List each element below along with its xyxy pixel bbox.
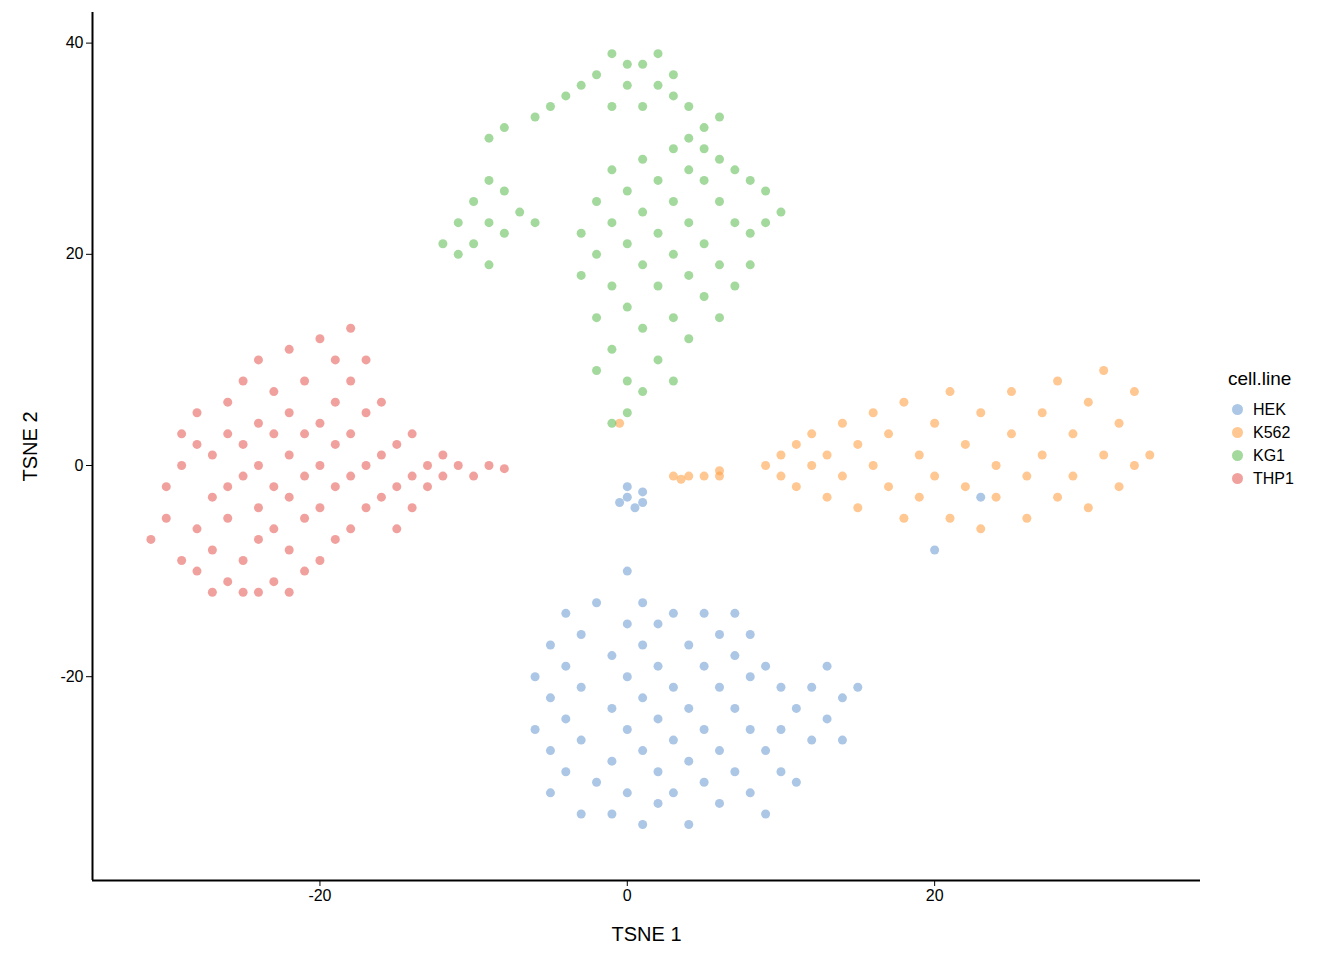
html-text:KG1: KG1 [1253,446,1285,464]
svg-text:-20: -20 [60,668,83,685]
html-text:cell.line: cell.line [1228,368,1292,389]
html-text:HEK: HEK [1253,400,1286,418]
svg-text:TSNE 1: TSNE 1 [611,923,681,945]
svg-text:20: 20 [926,887,944,904]
svg-text:-20: -20 [308,887,331,904]
svg-text:0: 0 [75,457,84,474]
svg-text:0: 0 [623,887,632,904]
html-text:THP1: THP1 [1253,469,1294,487]
svg-text:20: 20 [66,245,84,262]
svg-text:TSNE 2: TSNE 2 [19,411,41,481]
html-text:K562: K562 [1253,423,1291,441]
svg-text:40: 40 [66,34,84,51]
